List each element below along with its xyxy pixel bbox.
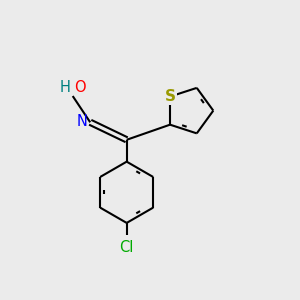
Text: O: O xyxy=(74,80,86,94)
Text: N: N xyxy=(77,114,88,129)
Text: H: H xyxy=(59,80,70,94)
Text: S: S xyxy=(164,89,175,104)
Text: Cl: Cl xyxy=(119,240,134,255)
